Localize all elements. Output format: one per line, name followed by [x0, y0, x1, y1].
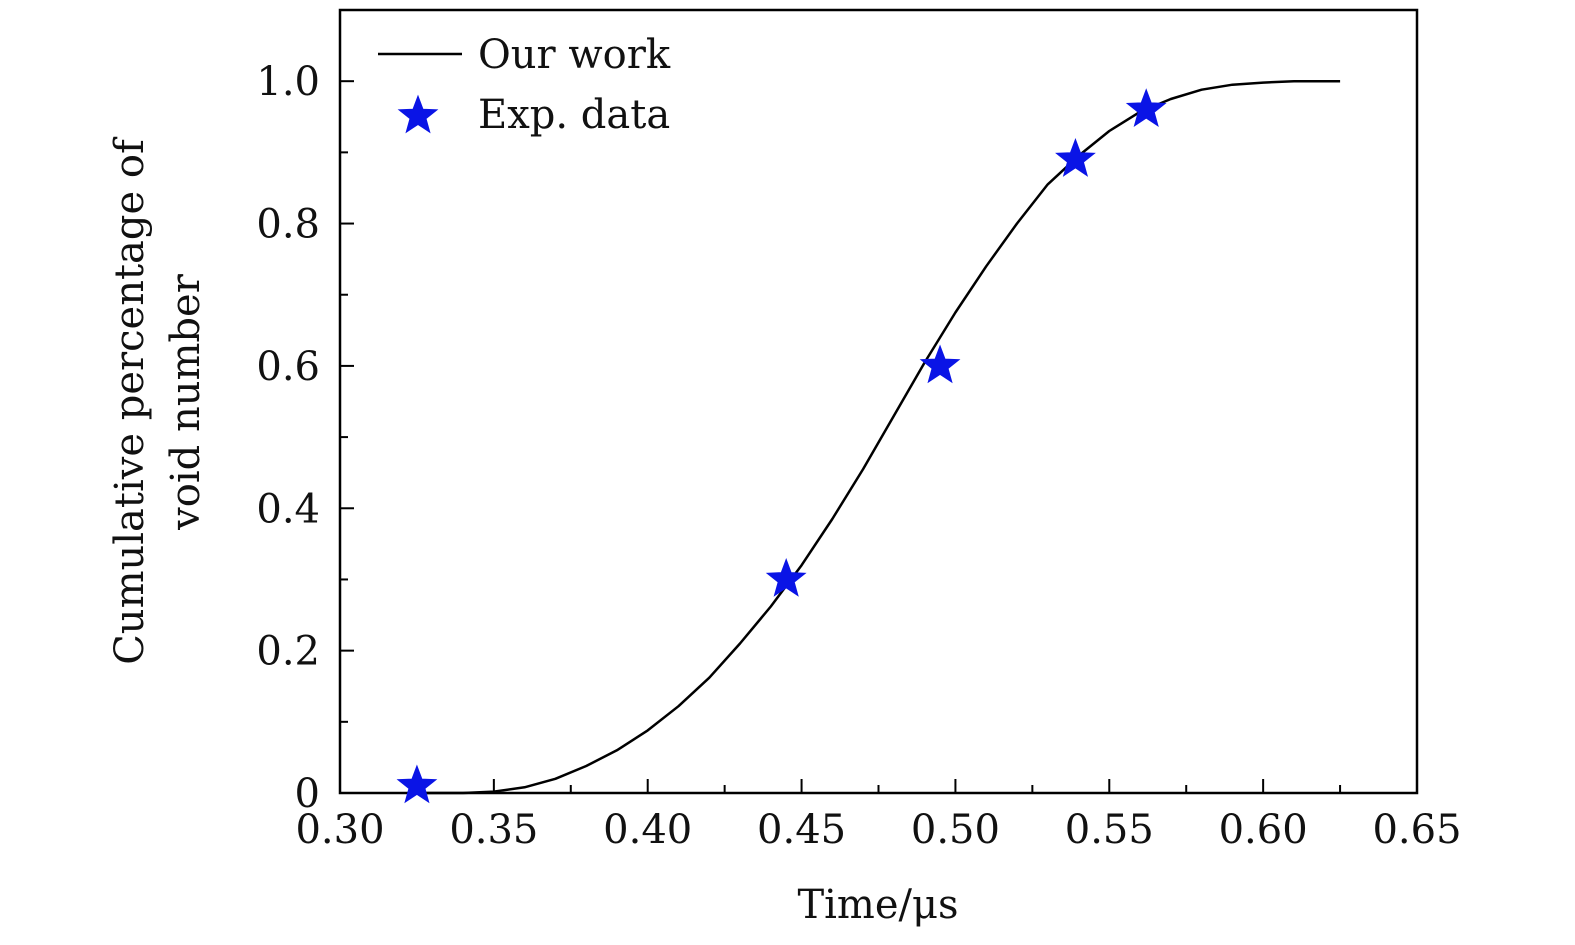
- x-tick-label: 0.60: [1219, 807, 1308, 853]
- x-tick-label: 0.65: [1372, 807, 1461, 853]
- exp-data-point: [1125, 88, 1167, 127]
- x-tick-label: 0.45: [757, 807, 846, 853]
- x-tick-label: 0.35: [449, 807, 538, 853]
- x-tick-label: 0.50: [911, 807, 1000, 853]
- series-line-our-work: [416, 79, 1341, 795]
- legend: Our work Exp. data: [378, 32, 671, 138]
- y-axis-title-line1: Cumulative percentage of: [107, 136, 153, 665]
- axis-ticks: [339, 80, 1418, 794]
- y-tick-label: 0.4: [256, 486, 320, 532]
- y-axis-title: Cumulative percentage of void number: [107, 136, 209, 665]
- x-tick-label: 0.30: [295, 807, 384, 853]
- y-tick-label: 0.8: [256, 202, 320, 248]
- y-tick-label: 1.0: [256, 59, 320, 105]
- series-layer: [396, 79, 1341, 804]
- y-tick-label: 0.6: [256, 344, 320, 390]
- exp-data-point: [919, 344, 961, 384]
- y-tick-label: 0: [295, 771, 320, 817]
- x-tick-label: 0.55: [1065, 807, 1154, 853]
- legend-star-swatch: [397, 94, 439, 134]
- axis-tick-labels: 0.30 0.35 0.40 0.45 0.50 0.55 0.60 0.65 0 0.2 0.4 0…: [256, 59, 1461, 853]
- exp-data-point: [1055, 138, 1096, 177]
- legend-label-exp-data: Exp. data: [478, 92, 670, 138]
- exp-data-point: [765, 558, 807, 597]
- legend-label-our-work: Our work: [478, 32, 671, 78]
- exp-data-point: [396, 764, 438, 804]
- x-tick-label: 0.40: [603, 807, 692, 853]
- x-axis-title: Time/μs: [797, 882, 958, 928]
- y-axis-title-line2: void number: [163, 273, 209, 531]
- y-tick-label: 0.2: [256, 629, 320, 675]
